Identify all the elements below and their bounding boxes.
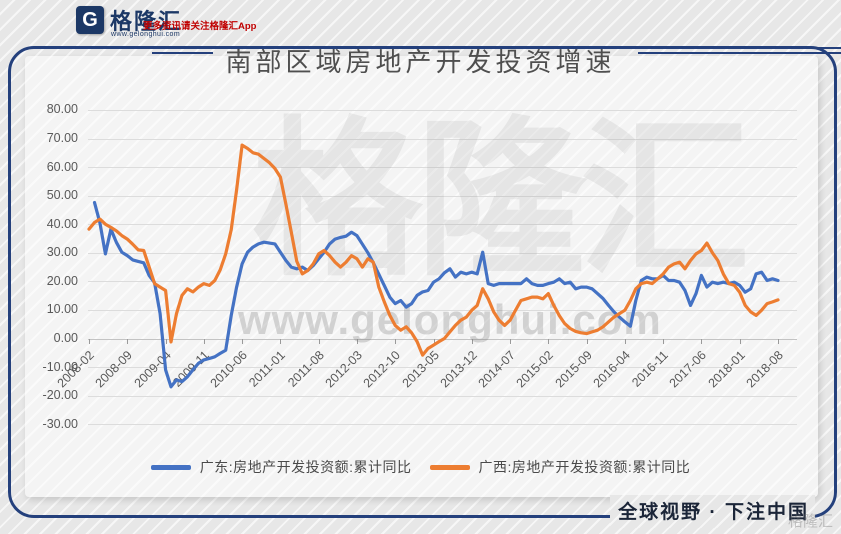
x-axis-tick bbox=[165, 339, 167, 344]
x-axis-tick bbox=[280, 339, 282, 344]
x-axis-tick bbox=[663, 339, 665, 344]
x-axis-tick bbox=[701, 339, 703, 344]
gridline-y-10 bbox=[88, 309, 797, 311]
y-axis-label: 30.00 bbox=[46, 245, 78, 260]
y-axis-label: 70.00 bbox=[46, 131, 78, 145]
legend-item: 广西:房地产开发投资额:累计同比 bbox=[429, 457, 691, 477]
y-axis-label: 20.00 bbox=[46, 273, 78, 288]
y-axis-label: 40.00 bbox=[46, 216, 78, 231]
x-axis-tick bbox=[624, 339, 626, 344]
x-axis-tick bbox=[739, 339, 741, 344]
x-axis-tick bbox=[318, 339, 320, 344]
gridline-y--20 bbox=[88, 395, 797, 397]
header-rule-bottom-left bbox=[152, 52, 213, 54]
x-axis-tick bbox=[548, 339, 550, 344]
footer-slogan: 全球视野 · 下注中国 bbox=[610, 495, 815, 528]
gridline-y-50 bbox=[88, 195, 797, 197]
y-axis-label: 0.00 bbox=[53, 331, 78, 345]
watermark-corner: 格隆汇 bbox=[787, 513, 833, 530]
legend-item: 广东:房地产开发投资额:累计同比 bbox=[150, 457, 412, 477]
gridline-y-20 bbox=[88, 281, 797, 283]
y-axis-label: -10.00 bbox=[42, 359, 78, 374]
y-axis-label: 50.00 bbox=[46, 188, 78, 203]
series-line-广东 bbox=[92, 200, 780, 389]
legend: 广东:房地产开发投资额:累计同比 广西:房地产开发投资额:累计同比 bbox=[0, 457, 841, 477]
series-line-广西 bbox=[87, 143, 780, 357]
gridline-y--30 bbox=[88, 424, 797, 426]
gridline-y--10 bbox=[88, 367, 797, 369]
gridline-y-40 bbox=[88, 224, 797, 226]
x-axis-tick bbox=[433, 339, 435, 344]
chart-card bbox=[25, 56, 818, 497]
x-axis-tick bbox=[778, 339, 779, 344]
brand-site-url: www.gelonghui.com bbox=[111, 31, 181, 38]
y-axis-label: 60.00 bbox=[46, 159, 78, 174]
y-axis-label: -20.00 bbox=[42, 388, 78, 403]
x-axis-tick bbox=[242, 339, 244, 344]
brand-logo-icon: G bbox=[76, 6, 104, 34]
legend-swatch-icon bbox=[429, 464, 470, 470]
x-axis-tick bbox=[127, 339, 129, 344]
brand-name: 格隆汇 bbox=[110, 9, 183, 34]
chart-title: 南部区域房地产开发投资增速 bbox=[225, 47, 616, 77]
x-axis-tick bbox=[395, 339, 397, 344]
x-axis-tick bbox=[510, 339, 512, 344]
gridline-y-70 bbox=[88, 138, 797, 140]
gridline-y-80 bbox=[88, 109, 797, 111]
legend-swatch-icon bbox=[150, 464, 191, 470]
legend-label: 广西:房地产开发投资额:累计同比 bbox=[478, 459, 691, 475]
x-axis-tick bbox=[356, 339, 358, 344]
x-axis-tick bbox=[89, 339, 90, 344]
y-axis-label: 10.00 bbox=[46, 302, 78, 317]
gridline-y-30 bbox=[88, 252, 797, 254]
x-axis-tick bbox=[471, 339, 473, 344]
promo-text: 更多资讯请关注格隆汇App bbox=[143, 21, 257, 32]
y-axis-label: 80.00 bbox=[46, 102, 78, 117]
header-rule-bottom-right bbox=[638, 52, 841, 54]
gridline-y-60 bbox=[88, 167, 797, 169]
x-axis-tick bbox=[586, 339, 588, 344]
legend-label: 广东:房地产开发投资额:累计同比 bbox=[199, 459, 412, 475]
watermark-url: www.gelonghui.com bbox=[238, 296, 662, 343]
y-axis-label: -30.00 bbox=[42, 416, 78, 431]
watermark-brand: 格隆汇 bbox=[252, 106, 750, 296]
x-axis-tick bbox=[203, 339, 205, 344]
